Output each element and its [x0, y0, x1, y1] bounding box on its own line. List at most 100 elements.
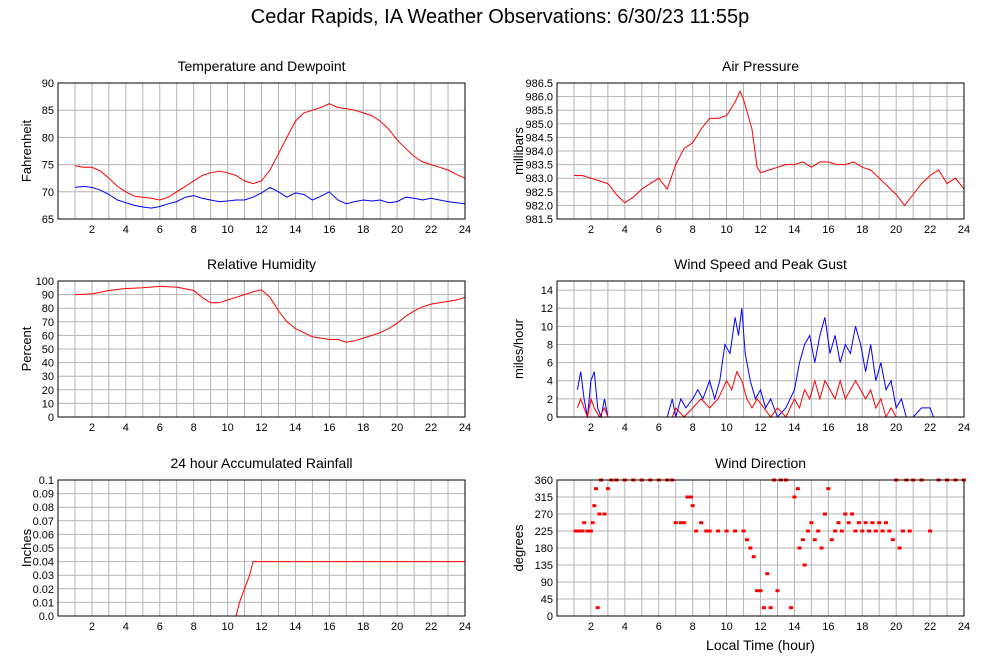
data-point [765, 572, 770, 576]
series-line-0 [574, 89, 965, 207]
y-tick-label: 90 [42, 290, 54, 302]
data-point [789, 606, 794, 610]
y-tick-label: 14 [541, 285, 553, 297]
y-tick-label: 2 [547, 394, 553, 406]
data-point [594, 487, 599, 491]
x-tick-label: 8 [690, 422, 696, 434]
series-line-0 [74, 285, 466, 343]
x-tick-label: 20 [890, 621, 902, 633]
data-point [741, 529, 746, 533]
y-tick-label: 0.02 [33, 584, 54, 596]
data-point [829, 538, 834, 542]
data-point [580, 529, 585, 533]
y-tick-label: 0.05 [33, 543, 54, 555]
data-point [792, 495, 797, 499]
x-tick-label: 22 [924, 621, 936, 633]
y-tick-label: 985.5 [525, 105, 553, 117]
y-tick-label: 984.0 [525, 146, 553, 158]
x-tick-label: 2 [89, 224, 95, 236]
y-tick-label: 0 [547, 412, 553, 424]
x-tick-label: 6 [656, 621, 662, 633]
y-tick-label: 315 [535, 492, 553, 504]
x-tick-label: 14 [788, 621, 800, 633]
data-point [809, 521, 814, 525]
x-tick-label: 18 [856, 621, 868, 633]
data-point [877, 521, 882, 525]
x-tick-label: 8 [690, 621, 696, 633]
data-point [688, 495, 693, 499]
y-tick-label: 983.5 [525, 160, 553, 172]
data-point [590, 521, 595, 525]
x-tick-label: 10 [720, 621, 732, 633]
data-point [694, 529, 699, 533]
x-tick-label: 22 [924, 224, 936, 236]
data-point [673, 521, 678, 525]
x-tick-label: 12 [754, 422, 766, 434]
data-point [751, 555, 756, 559]
data-point [883, 521, 888, 525]
x-tick-label: 4 [622, 422, 628, 434]
data-point [577, 529, 582, 533]
x-tick-label: 22 [425, 422, 437, 434]
x-tick-label: 14 [289, 422, 301, 434]
data-point [573, 529, 578, 533]
x-tick-label: 6 [157, 224, 163, 236]
chart-title: Relative Humidity [207, 256, 316, 272]
x-tick-label: 16 [323, 422, 335, 434]
y-tick-label: 70 [42, 187, 54, 199]
y-tick-label: 0.01 [33, 597, 54, 609]
data-point [699, 521, 704, 525]
data-point [716, 529, 721, 533]
x-tick-label: 20 [890, 224, 902, 236]
x-tick-label: 20 [391, 422, 403, 434]
y-tick-label: 90 [541, 577, 553, 589]
data-point [744, 538, 749, 542]
chart-title: Wind Direction [715, 455, 806, 471]
data-point [928, 529, 933, 533]
data-point [843, 512, 848, 516]
y-tick-label: 65 [42, 214, 54, 226]
y-tick-label: 0 [48, 412, 54, 424]
data-point [819, 546, 824, 550]
x-tick-label: 12 [255, 621, 267, 633]
y-tick-label: 0.0 [39, 611, 54, 623]
y-tick-label: 270 [535, 509, 553, 521]
x-tick-label: 4 [123, 621, 129, 633]
data-point [900, 529, 905, 533]
data-point [595, 606, 600, 610]
data-point [758, 589, 763, 593]
y-tick-label: 100 [36, 276, 54, 288]
x-tick-label: 4 [123, 224, 129, 236]
y-tick-label: 75 [42, 160, 54, 172]
x-tick-label: 24 [958, 422, 970, 434]
x-tick-label: 12 [754, 224, 766, 236]
data-point [846, 521, 851, 525]
data-point [597, 512, 602, 516]
data-point [795, 487, 800, 491]
x-tick-label: 14 [289, 224, 301, 236]
plot-frame [57, 82, 466, 220]
x-tick-label: 12 [255, 422, 267, 434]
y-axis-label: miles/hour [511, 318, 526, 379]
y-tick-label: 360 [535, 475, 553, 487]
x-tick-label: 18 [357, 224, 369, 236]
x-tick-label: 10 [720, 422, 732, 434]
data-point [850, 512, 855, 516]
y-tick-label: 180 [535, 543, 553, 555]
y-axis-label: Percent [19, 326, 34, 371]
data-point [822, 512, 827, 516]
y-tick-label: 985.0 [525, 119, 553, 131]
x-axis-label: Local Time (hour) [706, 637, 815, 653]
data-point [592, 504, 597, 508]
x-tick-label: 2 [89, 621, 95, 633]
data-point [690, 504, 695, 508]
y-tick-label: 984.5 [525, 132, 553, 144]
data-point [768, 606, 773, 610]
data-point [602, 512, 607, 516]
x-tick-label: 6 [157, 422, 163, 434]
y-tick-label: 10 [42, 398, 54, 410]
data-point [588, 529, 593, 533]
